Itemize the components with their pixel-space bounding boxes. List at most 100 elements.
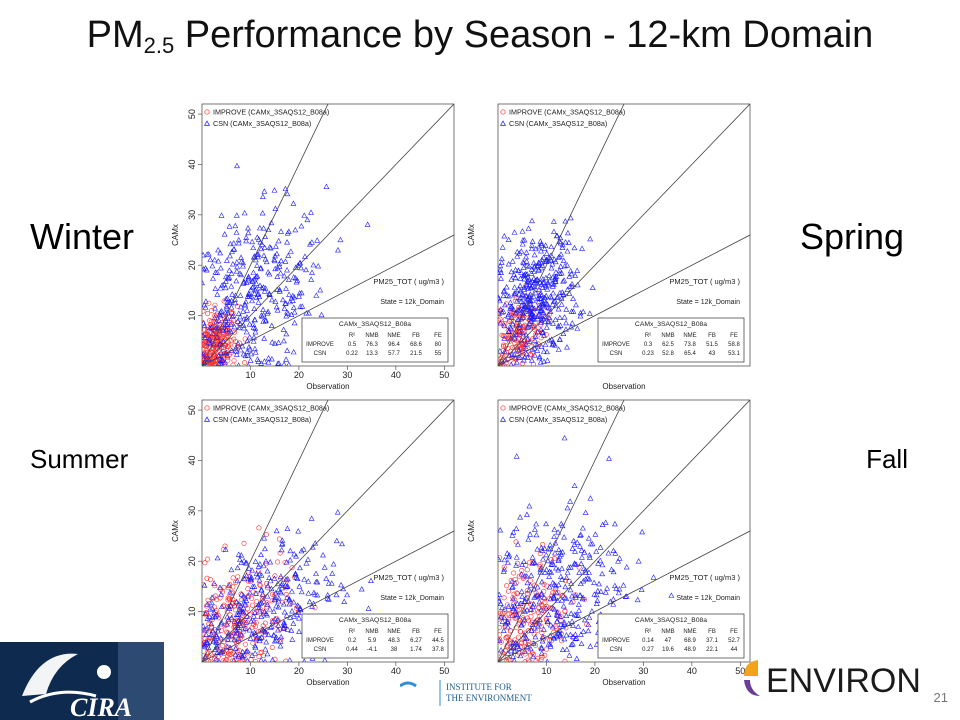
stats-table-header: FB [708, 333, 716, 339]
csn-point [540, 254, 547, 260]
csn-point [273, 250, 280, 257]
csn-point [557, 289, 563, 296]
csn-point [526, 502, 533, 509]
csn-point [222, 546, 229, 552]
csn-point [262, 545, 268, 552]
improve-point [527, 578, 533, 584]
csn-point [296, 615, 302, 621]
csn-point [226, 328, 233, 335]
csn-point [511, 284, 518, 290]
csn-point [280, 326, 287, 332]
csn-point [561, 262, 568, 269]
stats-table-header: R² [349, 629, 355, 635]
improve-point [540, 542, 546, 548]
csn-point [202, 350, 207, 357]
csn-point [524, 643, 531, 649]
improve-point [212, 593, 218, 599]
improve-point [213, 333, 219, 339]
improve-point [512, 637, 518, 643]
csn-point [564, 504, 571, 511]
csn-point [203, 639, 210, 645]
csn-point [586, 552, 593, 558]
csn-point [544, 618, 551, 625]
csn-point [226, 267, 233, 273]
csn-point [556, 253, 563, 260]
scatter-panel-fall: 10 20 30 40 50 Observation CAMx IMPROVE (CAMx_3… [467, 399, 751, 687]
csn-point [305, 578, 312, 584]
improve-point [525, 642, 531, 648]
csn-point [572, 561, 578, 567]
improve-point [204, 611, 210, 617]
csn-point [301, 212, 308, 218]
csn-point [549, 301, 556, 307]
csn-point [514, 541, 521, 547]
csn-point [573, 301, 579, 308]
csn-point [217, 357, 224, 364]
x-axis-label: Observation [602, 382, 645, 391]
csn-point [567, 498, 574, 504]
csn-point [237, 622, 244, 628]
csn-point [341, 598, 348, 604]
improve-point [233, 579, 239, 585]
csn-point [539, 547, 546, 553]
csn-point [536, 295, 543, 301]
csn-point [569, 320, 576, 326]
csn-point [579, 245, 585, 251]
csn-point [209, 614, 216, 620]
csn-point [620, 582, 627, 588]
improve-point [229, 591, 235, 597]
csn-point [532, 633, 539, 640]
csn-point [561, 594, 568, 600]
improve-point [504, 602, 510, 608]
csn-point [225, 636, 231, 643]
x-axis-label: Observation [306, 678, 349, 687]
csn-point [562, 218, 569, 224]
improve-point [223, 656, 229, 662]
csn-point [593, 591, 600, 598]
csn-point [515, 347, 522, 353]
csn-point [321, 564, 328, 570]
csn-point [237, 320, 243, 326]
csn-point [244, 307, 251, 313]
csn-point [516, 324, 523, 330]
stats-table-header: NME [683, 333, 696, 339]
csn-point [275, 237, 282, 244]
csn-point [284, 267, 290, 273]
csn-point [204, 601, 211, 607]
csn-point [249, 278, 256, 284]
csn-point [638, 586, 645, 592]
csn-point [298, 222, 305, 229]
csn-point [536, 354, 543, 361]
stats-table-cell: 68.6 [410, 342, 422, 348]
csn-point [502, 301, 508, 308]
csn-point [223, 295, 229, 302]
csn-point [234, 577, 241, 584]
csn-point [217, 285, 224, 291]
improve-point [541, 635, 547, 641]
improve-point [223, 657, 229, 662]
improve-point [512, 345, 518, 351]
csn-point [613, 585, 620, 591]
csn-point [526, 298, 533, 304]
legend-improve-marker [500, 405, 506, 411]
csn-point [538, 259, 545, 266]
csn-point [215, 246, 222, 253]
csn-point [561, 635, 568, 642]
improve-point [262, 632, 268, 638]
csn-point [313, 570, 319, 576]
csn-point [556, 314, 563, 320]
csn-point [308, 239, 315, 245]
csn-point [233, 598, 240, 605]
improve-point [252, 658, 258, 662]
environ-logo: ENVIRON [744, 660, 921, 700]
csn-point [214, 649, 221, 656]
csn-point [543, 300, 550, 306]
csn-point [242, 625, 249, 631]
csn-point [207, 606, 214, 612]
csn-point [271, 596, 278, 603]
csn-point [543, 324, 550, 330]
csn-point [274, 307, 281, 313]
csn-point [223, 326, 230, 332]
csn-point [251, 316, 258, 322]
csn-point [315, 262, 322, 269]
